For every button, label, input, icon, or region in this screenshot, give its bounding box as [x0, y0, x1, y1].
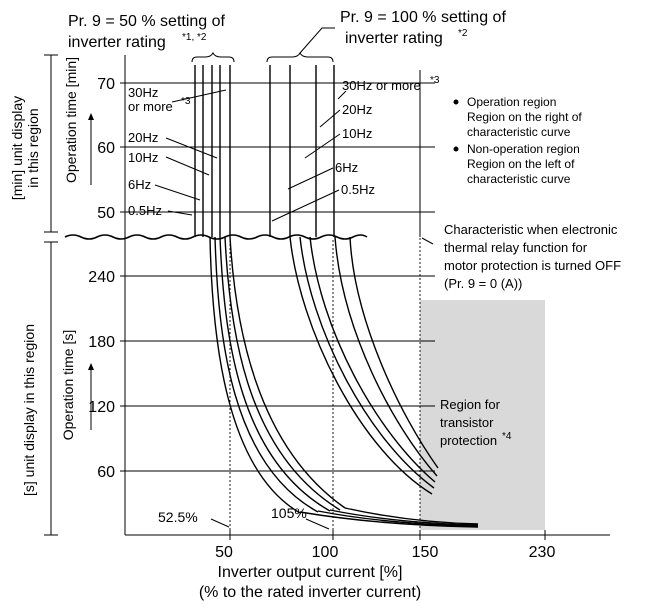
min-region-label-line1: [min] unit display [9, 96, 25, 200]
right-hz20: 20Hz [342, 102, 372, 117]
curves-100-setting [289, 236, 439, 495]
left-hz05: 0.5Hz [128, 203, 162, 218]
leader-right-30 [337, 90, 347, 100]
min-region-label-line2: in this region [25, 108, 41, 187]
left-hz6: 6Hz [128, 177, 151, 192]
left-hz20: 20Hz [128, 130, 158, 145]
legend-nonop-line2: Region on the left of [467, 157, 575, 171]
y-axis-ticks [120, 82, 125, 472]
left-hz30-note: *3 [181, 96, 191, 107]
leader-off [421, 237, 434, 245]
leader-left-30 [171, 89, 227, 103]
pr9-100-title-line2: inverter rating [345, 30, 443, 47]
transistor-line2: transistor [440, 415, 494, 430]
y-axis-title-min: Operation time [min] [63, 57, 79, 183]
off-line4: (Pr. 9 = 0 (A)) [444, 276, 522, 291]
transistor-region-shading [420, 300, 545, 530]
pr9-50-title-line1: Pr. 9 = 50 % setting of [68, 13, 226, 30]
legend-nonop-line3: characteristic curve [467, 172, 571, 186]
low-current-tail-curves [299, 507, 479, 528]
left-hz10: 10Hz [128, 150, 158, 165]
leader-left-05 [167, 210, 193, 216]
legend-nonop-line1: Non-operation region [467, 142, 580, 156]
y-tick-50: 50 [97, 205, 115, 222]
leader-105 [305, 518, 330, 530]
x-tick-100: 100 [312, 544, 339, 561]
leader-left-10 [165, 156, 210, 176]
off-line3: motor protection is turned OFF [444, 258, 621, 273]
y-tick-120: 120 [88, 399, 115, 416]
legend-bullet-operation [453, 99, 459, 105]
axis-break-line [64, 234, 368, 240]
leader-right-05 [271, 189, 340, 222]
off-line1: Characteristic when electronic [444, 222, 618, 237]
up-arrow-min-icon [88, 113, 94, 185]
pr9-100-note: *2 [458, 28, 468, 39]
legend-op-line3: characteristic curve [467, 125, 571, 139]
left-hz30-line2: or more [128, 99, 173, 114]
leader-left-6 [154, 184, 201, 201]
leader-100 [299, 27, 335, 54]
x-axis-label-line1: Inverter output current [%] [218, 564, 403, 581]
brace-100 [266, 51, 334, 63]
curves-50-setting [209, 236, 346, 514]
x-tick-150: 150 [412, 544, 439, 561]
legend-bullet-nonoperation [453, 146, 459, 152]
gridlines [125, 82, 435, 472]
legend-op-line2: Region on the right of [467, 110, 582, 124]
transistor-line1: Region for [440, 397, 501, 412]
s-region-label: [s] unit display in this region [21, 324, 37, 496]
right-hz6: 6Hz [335, 160, 358, 175]
y-tick-180: 180 [88, 334, 115, 351]
brace-50 [191, 51, 235, 63]
pr9-50-note: *1, *2 [182, 32, 207, 43]
y-tick-240: 240 [88, 269, 115, 286]
x-tick-230: 230 [529, 544, 556, 561]
min-region-curves-100 [269, 65, 335, 237]
leader-right-6 [287, 167, 334, 190]
right-hz05: 0.5Hz [341, 182, 375, 197]
pr9-50-title-line2: inverter rating [68, 34, 166, 51]
right-hz30: 30Hz or more [342, 78, 421, 93]
off-line2: thermal relay function for [444, 240, 588, 255]
left-hz30-line1: 30Hz [128, 85, 158, 100]
right-hz30-note: *3 [430, 75, 440, 86]
up-arrow-s-icon [88, 363, 94, 430]
leader-52-5 [210, 518, 230, 528]
y-axis-title-s: Operation time [s] [60, 330, 76, 441]
leader-left-20 [165, 137, 218, 159]
transistor-note: *4 [502, 431, 512, 442]
leader-right-20 [319, 109, 341, 128]
x-axis-label-line2: (% to the rated inverter current) [199, 584, 421, 601]
x-tick-50: 50 [215, 544, 233, 561]
right-hz10: 10Hz [342, 126, 372, 141]
pr9-100-title-line1: Pr. 9 = 100 % setting of [340, 9, 506, 26]
y-tick-70: 70 [97, 76, 115, 93]
legend-op-line1: Operation region [467, 95, 556, 109]
y-tick-60: 60 [97, 140, 115, 157]
pct-52-5: 52.5% [158, 509, 198, 525]
min-region-curves-50 [194, 65, 231, 237]
leader-right-10 [304, 133, 341, 159]
pct-105: 105% [271, 505, 307, 521]
y-tick-60s: 60 [97, 464, 115, 481]
transistor-line3: protection [440, 433, 497, 448]
